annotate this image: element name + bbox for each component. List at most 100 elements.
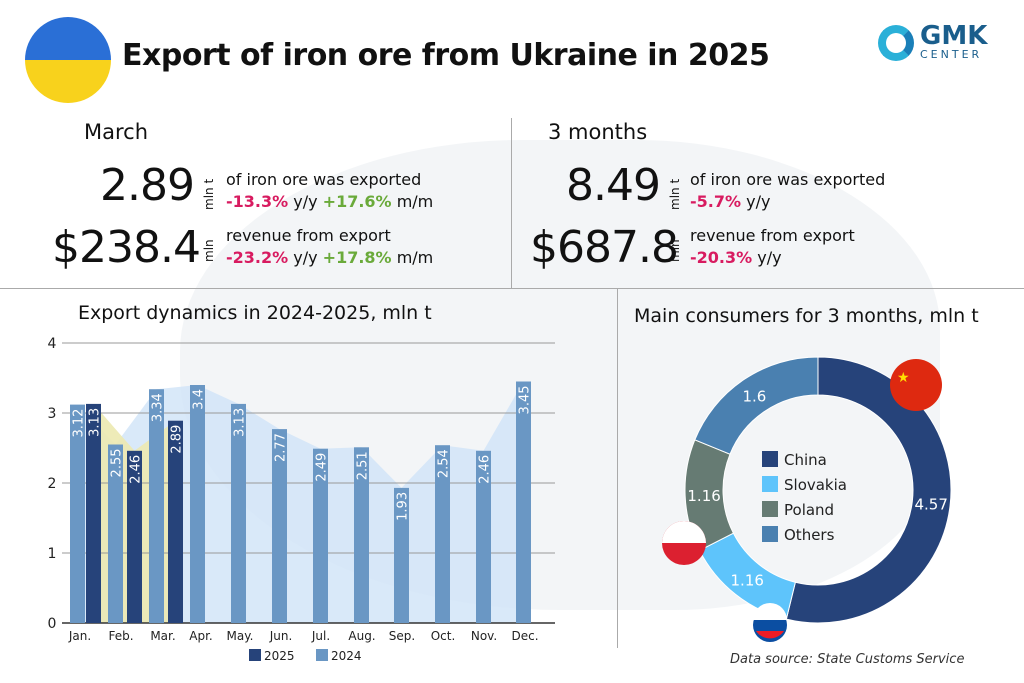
donut-value-label: 1.16 — [731, 571, 764, 589]
bar-2025 — [168, 420, 183, 623]
donut-chart-title: Main consumers for 3 months, mln t — [634, 305, 979, 327]
bar-2024-label: 2.54 — [437, 449, 452, 478]
bar-2024-label: 3.4 — [192, 389, 207, 410]
y-tick-label: 4 — [48, 336, 57, 352]
divider — [617, 288, 618, 648]
legend-label-others: Others — [784, 526, 835, 544]
donut-value-label: 4.57 — [914, 496, 947, 514]
bar-2024-label: 2.51 — [356, 451, 371, 480]
march-revenue-changes: -23.2% y/y +17.8% m/m — [226, 248, 433, 267]
divider — [0, 288, 1024, 289]
three-months-volume-yy: -5.7% — [690, 192, 742, 211]
legend-swatch-2025 — [249, 649, 261, 661]
march-revenue-yy: -23.2% — [226, 248, 289, 267]
legend-label-2025: 2025 — [264, 649, 295, 663]
bar-2024-label: 2.46 — [478, 455, 493, 484]
poland-flag-white — [662, 521, 706, 543]
three-months-revenue-changes: -20.3% y/y — [690, 248, 782, 267]
x-tick-label: Jun. — [269, 629, 293, 643]
bar-2024-label: 3.45 — [518, 386, 533, 415]
x-tick-label: Oct. — [431, 629, 456, 643]
legend-label-china: China — [784, 451, 827, 469]
march-volume-yy: -13.3% — [226, 192, 289, 211]
donut-value-label: 1.6 — [742, 387, 766, 405]
bar-2024-label: 1.93 — [396, 492, 411, 521]
three-months-revenue: $687.8 — [530, 222, 679, 273]
bar-2024 — [476, 450, 491, 623]
legend-swatch-2024 — [316, 649, 328, 661]
three-months-revenue-yy: -20.3% — [690, 248, 753, 267]
x-tick-label: Aug. — [348, 629, 375, 643]
bar-2025 — [127, 450, 142, 623]
x-tick-label: Apr. — [189, 629, 212, 643]
bar-2024-label: 3.12 — [72, 409, 87, 438]
divider — [511, 118, 512, 288]
bar-chart: 0 1 2 3 4 3.12 2.55 3.34 3.4 3.13 2.77 2.49 2.51 1.93… — [48, 336, 555, 663]
x-tick-label: May. — [227, 629, 254, 643]
page-title: Export of iron ore from Ukraine in 2025 — [122, 38, 770, 73]
donut-slice-china — [785, 356, 952, 624]
march-volume-changes: -13.3% y/y +17.6% m/m — [226, 192, 433, 211]
march-volume-desc: of iron ore was exported — [226, 170, 422, 189]
x-tick-label: Mar. — [150, 629, 175, 643]
march-revenue-mm: +17.8% — [322, 248, 392, 267]
bar-2024-label: 3.13 — [233, 408, 248, 437]
bar-2025-label: 3.13 — [88, 408, 103, 437]
logo-ring-icon — [878, 24, 914, 61]
bar-2024 — [354, 447, 369, 623]
donut-slice-others — [694, 356, 819, 455]
x-tick-label: Nov. — [471, 629, 497, 643]
bar-2024-label: 2.49 — [315, 453, 330, 482]
mm-label: m/m — [396, 192, 434, 211]
gmk-logo: GMK CENTER — [878, 21, 988, 61]
legend-swatch-china — [762, 451, 778, 467]
three-months-volume-desc: of iron ore was exported — [690, 170, 886, 189]
bar-2024 — [435, 445, 450, 623]
china-flag-icon — [890, 359, 942, 411]
x-tick-label: Sep. — [389, 629, 415, 643]
bar-2025-label: 2.89 — [170, 425, 185, 454]
bar-2024-label: 2.77 — [274, 433, 289, 462]
china-flag-star: ★ — [897, 370, 910, 386]
march-volume-mm: +17.6% — [322, 192, 392, 211]
x-tick-label: Feb. — [108, 629, 133, 643]
bar-2025 — [86, 403, 101, 623]
yy-label: y/y — [293, 248, 318, 267]
three-months-volume-changes: -5.7% y/y — [690, 192, 770, 211]
area-2024 — [70, 381, 531, 623]
bar-2024-label: 2.55 — [110, 449, 125, 478]
slovakia-flag-red — [756, 631, 784, 639]
slovakia-flag-white — [753, 603, 787, 620]
y-tick-label: 1 — [48, 546, 57, 562]
bar-2024 — [108, 444, 123, 623]
bar-2024 — [70, 404, 85, 623]
x-tick-label: Jul. — [311, 629, 330, 643]
bar-2024 — [190, 385, 205, 623]
march-volume: 2.89 — [100, 160, 195, 211]
bar-2025-label: 2.46 — [129, 455, 144, 484]
legend-swatch-slovakia — [762, 476, 778, 492]
yy-label: y/y — [757, 248, 782, 267]
bar-2024 — [313, 448, 328, 623]
march-revenue-desc: revenue from export — [226, 226, 391, 245]
legend-swatch-others — [762, 526, 778, 542]
logo-text: GMK — [920, 21, 988, 51]
legend-label-2024: 2024 — [331, 649, 362, 663]
yy-label: y/y — [293, 192, 318, 211]
mm-label: m/m — [396, 248, 434, 267]
y-tick-label: 3 — [48, 406, 57, 422]
x-tick-label: Dec. — [511, 629, 538, 643]
y-tick-label: 0 — [48, 616, 57, 632]
bar-2024 — [149, 389, 164, 623]
three-months-revenue-desc: revenue from export — [690, 226, 855, 245]
three-months-volume: 8.49 — [566, 160, 661, 211]
march-revenue: $238.4 — [52, 222, 201, 273]
donut-chart: 4.57 China 1.16 Slovakia 1.16 Poland 1.6 Others… — [662, 356, 952, 642]
legend-label-poland: Poland — [784, 501, 834, 519]
bar-2024 — [272, 429, 287, 623]
bar-2024 — [231, 403, 246, 623]
bar-chart-title: Export dynamics in 2024-2025, mln t — [78, 302, 432, 324]
bar-2024 — [516, 381, 531, 623]
y-tick-label: 2 — [48, 476, 57, 492]
